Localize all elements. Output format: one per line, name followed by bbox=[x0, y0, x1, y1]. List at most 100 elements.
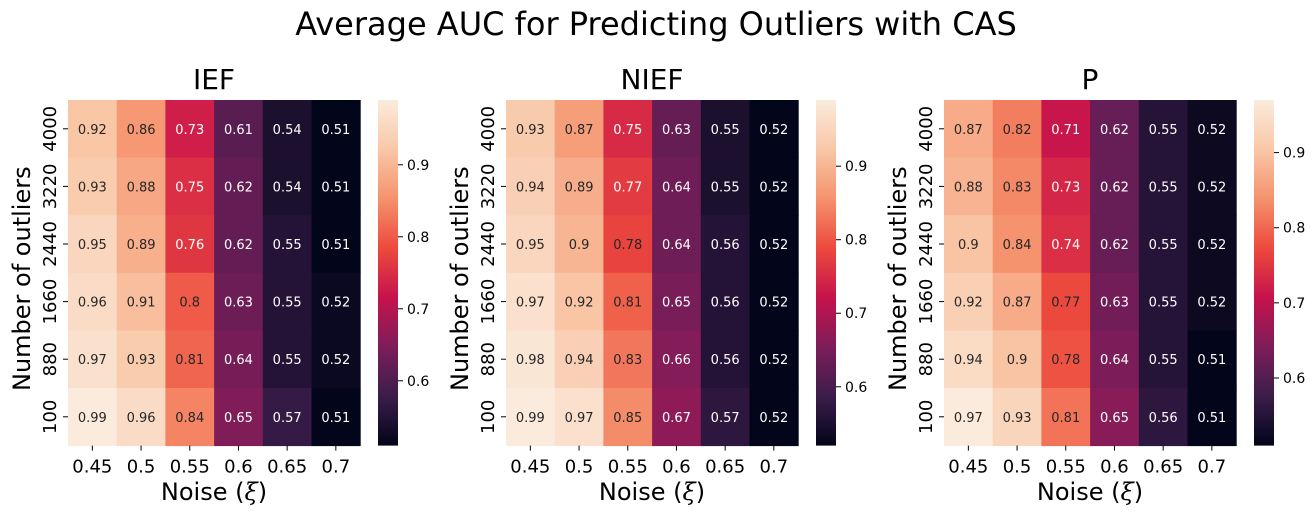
heatmap-cell bbox=[68, 272, 118, 331]
heatmap-cell bbox=[944, 330, 994, 389]
heatmap-cell bbox=[506, 100, 556, 159]
cell-value-label: 0.52 bbox=[1197, 238, 1226, 253]
x-tick-label: 0.6 bbox=[1100, 457, 1129, 478]
cell-value-label: 0.51 bbox=[321, 238, 350, 253]
x-axis-label-ief: Noise (ξ) bbox=[64, 478, 364, 506]
heatmap-cell bbox=[554, 272, 604, 331]
xi-symbol: ξ bbox=[682, 478, 696, 506]
y-tick-label: 880 bbox=[478, 342, 499, 376]
cell-value-label: 0.97 bbox=[78, 353, 107, 368]
cell-value-label: 0.9 bbox=[1007, 353, 1028, 368]
cell-value-label: 0.87 bbox=[1003, 296, 1032, 311]
heatmap-cell bbox=[214, 215, 264, 274]
cell-value-label: 0.55 bbox=[1149, 238, 1178, 253]
heatmap-cell bbox=[992, 157, 1042, 216]
colorbar-tick-label: 0.8 bbox=[407, 230, 429, 246]
cell-value-label: 0.55 bbox=[1149, 353, 1178, 368]
cell-value-label: 0.78 bbox=[613, 238, 642, 253]
heatmap-cell bbox=[992, 388, 1042, 447]
heatmap-cell bbox=[262, 272, 312, 331]
heatmap-cell bbox=[603, 215, 653, 274]
heatmap-cell bbox=[1138, 272, 1188, 331]
cell-value-label: 0.51 bbox=[321, 180, 350, 195]
cell-value-label: 0.52 bbox=[759, 180, 788, 195]
colorbar-tick-label: 0.7 bbox=[407, 302, 429, 318]
heatmap-cell bbox=[116, 157, 166, 216]
cell-value-label: 0.51 bbox=[321, 123, 350, 138]
cell-value-label: 0.56 bbox=[1149, 411, 1178, 426]
colorbar-tick-label: 0.6 bbox=[845, 380, 867, 396]
cell-value-label: 0.55 bbox=[711, 180, 740, 195]
cell-value-label: 0.92 bbox=[954, 296, 983, 311]
heatmap-cell bbox=[1138, 157, 1188, 216]
cell-value-label: 0.55 bbox=[711, 123, 740, 138]
x-tick-label: 0.55 bbox=[608, 457, 648, 478]
cell-value-label: 0.93 bbox=[516, 123, 545, 138]
heatmap-cell bbox=[311, 272, 361, 331]
y-tick-label: 2440 bbox=[478, 221, 499, 267]
panel-title-nief: NIEF bbox=[620, 63, 684, 96]
heatmap-cell bbox=[262, 330, 312, 389]
cell-value-label: 0.81 bbox=[175, 353, 204, 368]
colorbar bbox=[816, 100, 836, 446]
heatmap-cell bbox=[1138, 100, 1188, 159]
heatmap-cell bbox=[1090, 215, 1140, 274]
cell-value-label: 0.99 bbox=[516, 411, 545, 426]
cell-value-label: 0.84 bbox=[1003, 238, 1032, 253]
cell-value-label: 0.83 bbox=[613, 353, 642, 368]
cell-value-label: 0.52 bbox=[321, 296, 350, 311]
heatmap-cell bbox=[1041, 215, 1091, 274]
y-tick-label: 100 bbox=[478, 400, 499, 434]
heatmap-cell bbox=[992, 100, 1042, 159]
heatmap-cell bbox=[749, 388, 799, 447]
heatmap-cell bbox=[116, 388, 166, 447]
heatmap-panel-1: 0.93 0.87 0.75 0.63 0.55 0.520.94 0.89 0.77 0.64… bbox=[478, 100, 867, 478]
cell-value-label: 0.63 bbox=[662, 123, 691, 138]
heatmap-cell bbox=[506, 215, 556, 274]
cell-value-label: 0.71 bbox=[1051, 123, 1080, 138]
figure-title: Average AUC for Predicting Outliers with… bbox=[295, 5, 1017, 43]
cell-value-label: 0.82 bbox=[1003, 123, 1032, 138]
x-axis-label-p: Noise (ξ) bbox=[940, 478, 1240, 506]
cell-value-label: 0.55 bbox=[273, 353, 302, 368]
y-tick-label: 4000 bbox=[916, 106, 937, 152]
cell-value-label: 0.87 bbox=[565, 123, 594, 138]
cell-value-label: 0.52 bbox=[1197, 296, 1226, 311]
heatmap-cell bbox=[1090, 272, 1140, 331]
heatmap-cell bbox=[165, 215, 215, 274]
heatmap-cell bbox=[749, 100, 799, 159]
heatmap-cell bbox=[68, 157, 118, 216]
y-tick-label: 3220 bbox=[916, 163, 937, 209]
heatmap-cell bbox=[116, 215, 166, 274]
y-tick-label: 2440 bbox=[916, 221, 937, 267]
x-tick-label: 0.45 bbox=[948, 457, 988, 478]
heatmap-cell bbox=[652, 272, 702, 331]
cell-value-label: 0.94 bbox=[954, 353, 983, 368]
heatmap-cell bbox=[68, 215, 118, 274]
x-axis-label-suffix: ) bbox=[695, 478, 706, 506]
heatmap-cell bbox=[652, 100, 702, 159]
x-tick-label: 0.7 bbox=[760, 457, 789, 478]
cell-value-label: 0.65 bbox=[662, 296, 691, 311]
x-axis-label-suffix: ) bbox=[1133, 478, 1144, 506]
cell-value-label: 0.88 bbox=[954, 180, 983, 195]
y-tick-label: 2440 bbox=[40, 221, 61, 267]
colorbar-tick-label: 0.7 bbox=[1283, 296, 1305, 312]
heatmap-cell bbox=[554, 330, 604, 389]
cell-value-label: 0.87 bbox=[954, 123, 983, 138]
heatmap-cell bbox=[68, 100, 118, 159]
y-tick-label: 100 bbox=[916, 400, 937, 434]
heatmap-cell bbox=[1090, 330, 1140, 389]
y-tick-label: 100 bbox=[40, 400, 61, 434]
heatmap-cell bbox=[1041, 157, 1091, 216]
cell-value-label: 0.89 bbox=[565, 180, 594, 195]
heatmap-cell bbox=[749, 215, 799, 274]
y-tick-label: 3220 bbox=[478, 163, 499, 209]
colorbar-tick-label: 0.9 bbox=[1283, 146, 1305, 162]
y-tick-label: 1660 bbox=[916, 279, 937, 325]
cell-value-label: 0.73 bbox=[1051, 180, 1080, 195]
heatmap-cell bbox=[944, 215, 994, 274]
cell-value-label: 0.75 bbox=[613, 123, 642, 138]
heatmap-cell bbox=[214, 157, 264, 216]
cell-value-label: 0.92 bbox=[565, 296, 594, 311]
